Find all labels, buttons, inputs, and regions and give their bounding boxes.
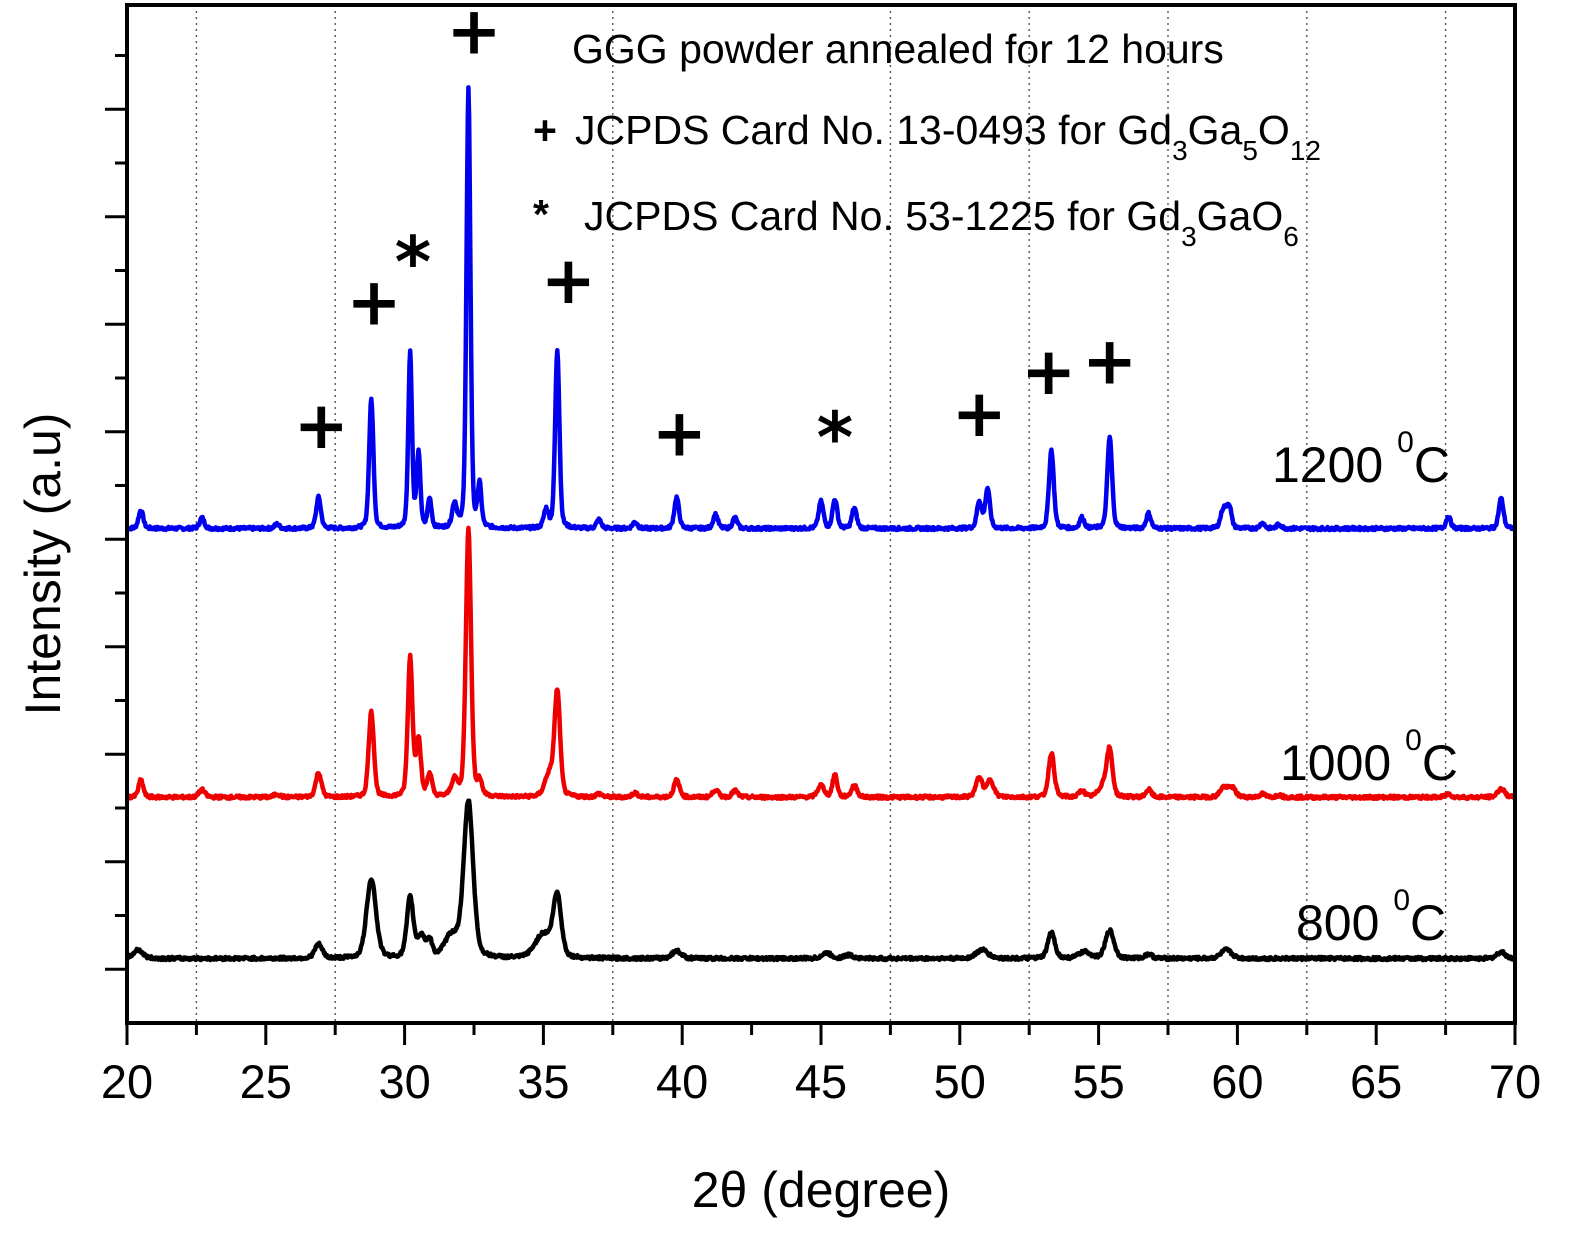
x-tick-label: 70 bbox=[1489, 1055, 1541, 1108]
plus-marker: + bbox=[346, 263, 401, 340]
legend-star-prefix: JCPDS Card No. 53-1225 for bbox=[584, 193, 1126, 239]
plus-marker: + bbox=[952, 375, 1007, 452]
x-tick-label: 45 bbox=[795, 1055, 847, 1108]
label-800-sup: 0 bbox=[1393, 884, 1410, 917]
label-1200-sup: 0 bbox=[1397, 426, 1414, 459]
x-tick-label: 25 bbox=[240, 1055, 292, 1108]
y-axis-title: Intensity (a.u) bbox=[15, 413, 71, 716]
series-line-0 bbox=[125, 85, 1518, 533]
x-tick-label: 35 bbox=[517, 1055, 569, 1108]
legend-plus-prefix: JCPDS Card No. 13-0493 for bbox=[575, 107, 1117, 153]
formula-o: O bbox=[1258, 107, 1290, 153]
x-axis-title: 2θ (degree) bbox=[692, 1162, 951, 1218]
series-label-800-text: 800 0C bbox=[1296, 884, 1446, 951]
x-tick-label: 30 bbox=[378, 1055, 430, 1108]
legend-star-symbol: * bbox=[533, 191, 549, 237]
label-1000-value: 1000 bbox=[1280, 735, 1405, 791]
formula-gd: Gd bbox=[1117, 107, 1172, 153]
formula-sub-12: 12 bbox=[1290, 135, 1321, 166]
legend-plus-symbol: + bbox=[533, 107, 557, 153]
axes bbox=[105, 3, 1517, 1045]
label-800-unit: C bbox=[1410, 895, 1446, 951]
peak-markers: ++*+++ * ++ + bbox=[294, 0, 1138, 479]
plus-marker: + bbox=[446, 0, 501, 69]
formula-ga: Ga bbox=[1188, 107, 1243, 153]
star-marker: * bbox=[395, 222, 432, 304]
label-1000-sup: 0 bbox=[1405, 724, 1422, 757]
star-marker: * bbox=[817, 397, 854, 479]
plus-marker: + bbox=[652, 394, 707, 471]
label-800-value: 800 bbox=[1296, 895, 1393, 951]
plus-marker: + bbox=[1021, 333, 1076, 410]
x-tick-labels: 20 25 30 35 40 45 50 55 60 65 70 bbox=[101, 1055, 1541, 1108]
series-label-1200-text: 1200 0C bbox=[1272, 426, 1450, 493]
formula-sub-3: 3 bbox=[1172, 135, 1188, 166]
label-1200-unit: C bbox=[1414, 437, 1450, 493]
legend-star: * JCPDS Card No. 53-1225 for Gd3GaO6 bbox=[533, 191, 1299, 252]
series-line-1 bbox=[125, 525, 1517, 802]
legend-plus-text: JCPDS Card No. 13-0493 for Gd3Ga5O12 bbox=[575, 107, 1321, 166]
series-label-800: 800 0C bbox=[1296, 884, 1446, 951]
x-tick-label: 60 bbox=[1211, 1055, 1263, 1108]
series-label-1200: 1200 0C bbox=[1272, 426, 1450, 493]
series-group bbox=[125, 85, 1518, 963]
formula2-gao: GaO bbox=[1197, 193, 1284, 239]
vertical-gridlines bbox=[195, 5, 1447, 1023]
x-tick-label: 55 bbox=[1072, 1055, 1124, 1108]
legend-star-text: JCPDS Card No. 53-1225 for Gd3GaO6 bbox=[584, 193, 1299, 252]
x-tick-label: 50 bbox=[934, 1055, 986, 1108]
label-1200-value: 1200 bbox=[1272, 437, 1397, 493]
formula-sub-5: 5 bbox=[1242, 135, 1258, 166]
x-tick-label: 65 bbox=[1350, 1055, 1402, 1108]
plus-marker: + bbox=[294, 387, 349, 464]
series-label-1000: 1000 0C bbox=[1280, 724, 1458, 791]
formula2-gd: Gd bbox=[1126, 193, 1181, 239]
plus-marker: + bbox=[541, 242, 596, 319]
x-tick-label: 20 bbox=[101, 1055, 153, 1108]
formula2-sub-3: 3 bbox=[1181, 221, 1197, 252]
annotation-heading: GGG powder annealed for 12 hours bbox=[572, 26, 1224, 72]
label-1000-unit: C bbox=[1422, 735, 1458, 791]
series-label-1000-text: 1000 0C bbox=[1280, 724, 1458, 791]
legend-plus: + JCPDS Card No. 13-0493 for Gd3Ga5O12 bbox=[533, 107, 1321, 166]
x-tick-label: 40 bbox=[656, 1055, 708, 1108]
series-line-2 bbox=[125, 798, 1518, 963]
formula2-sub-6: 6 bbox=[1283, 221, 1299, 252]
plus-marker: + bbox=[1082, 322, 1137, 399]
